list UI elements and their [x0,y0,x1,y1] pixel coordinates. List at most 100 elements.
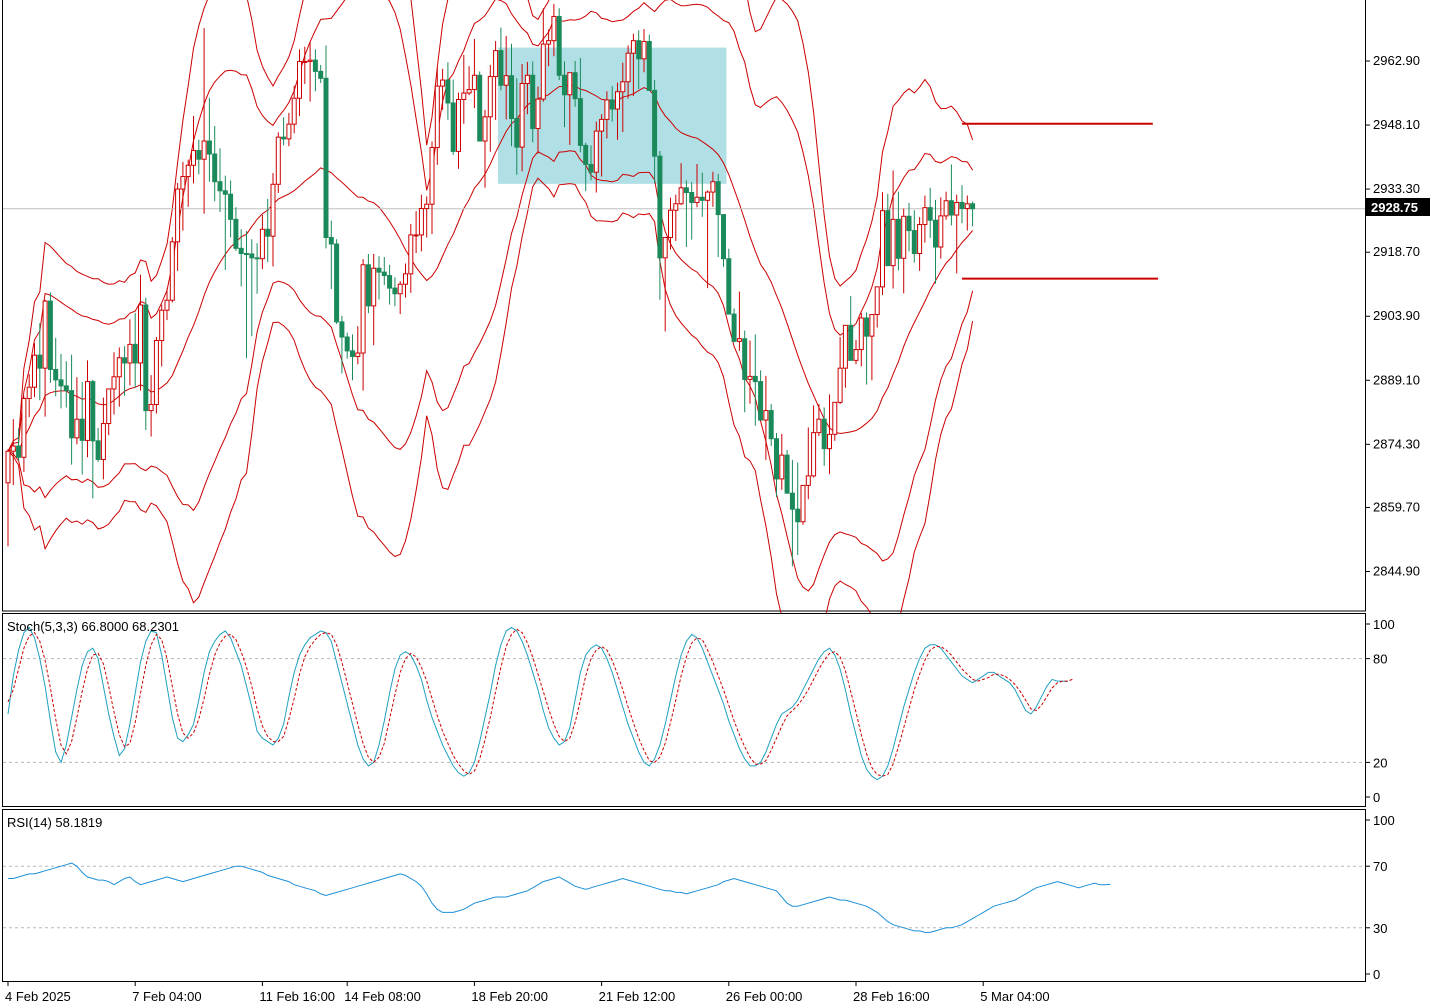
candle-body [647,42,651,91]
candle-body [859,318,863,350]
indicator-tick-label: 20 [1373,755,1387,770]
candle-body [875,287,879,315]
candle-body [197,151,201,160]
candle[interactable] [276,132,280,193]
candle[interactable] [722,215,726,267]
candle-body [727,259,731,314]
candle-body [229,194,233,219]
candle-body [356,353,360,356]
candle[interactable] [478,71,482,141]
price-tick-label: 2903.90 [1373,308,1420,323]
candle-body [382,272,386,275]
indicator-tick-label: 30 [1373,921,1387,936]
candle-body [658,156,662,258]
candle[interactable] [727,249,731,315]
candle-body [213,154,217,182]
candle-body [472,75,476,89]
candle-body [674,204,678,210]
candle-body [117,358,121,377]
candle-body [48,301,52,369]
candle-body [467,90,471,93]
candle-body [319,71,323,78]
candle-body [759,382,763,421]
candle-body [202,141,206,159]
last-price-tag: 2928.75 [1366,198,1430,216]
candle[interactable] [801,485,805,524]
candle-body [91,382,95,441]
candle[interactable] [144,298,148,430]
time-tick-label: 11 Feb 16:00 [259,989,335,1003]
candle-body [441,80,445,86]
candle[interactable] [647,35,651,91]
candle-body [123,358,127,363]
candle-body [902,216,906,258]
candle-body [499,51,503,86]
candle-body [679,188,683,204]
candle-body [488,77,492,117]
candle-body [377,268,381,272]
candle-body [737,339,741,342]
candle-body [64,386,68,391]
candle-body [483,117,487,141]
candle-body [234,219,238,248]
rsi-axis: 10070300 [1365,813,1395,982]
price-tick-label: 2948.10 [1373,117,1420,132]
time-tick-label: 7 Feb 04:00 [132,989,201,1003]
candle-body [245,254,249,255]
candle[interactable] [785,450,789,493]
candle[interactable] [335,239,339,324]
candle-body [907,216,911,230]
candle-body [706,192,710,200]
candle-body [435,86,439,147]
rsi-panel[interactable]: 10070300 RSI(14) 58.1819 [3,810,1395,983]
candle-body [292,98,296,124]
candle-body [17,446,21,457]
candle-body [107,389,111,424]
candle-body [960,202,964,208]
candle-body [372,268,376,306]
candle-body [700,197,704,200]
candle-body [149,405,153,411]
candle-body [340,322,344,337]
time-tick-label: 28 Feb 16:00 [853,989,930,1003]
candle-body [366,265,370,306]
candle[interactable] [557,8,561,80]
stochastic-panel[interactable]: 10080200 Stoch(5,3,3) 66.8000 68.2301 [3,614,1395,807]
candle-body [239,248,243,253]
candle-body [653,90,657,156]
candle-body [144,305,148,411]
candle-body [101,424,105,460]
candle-body [716,182,720,215]
candle-body [404,274,408,284]
candle-body [446,80,450,103]
candle-body [504,76,508,86]
candle-body [541,44,545,99]
candle-body [22,398,26,457]
candle-body [128,344,132,363]
candle-body [335,244,339,322]
candle[interactable] [154,337,158,414]
price-tick-label: 2889.10 [1373,372,1420,387]
candle-body [510,76,514,119]
candle-body [298,61,302,98]
candle-body [388,276,392,289]
candle-body [11,446,15,451]
candle[interactable] [48,292,52,382]
candle-body [557,16,561,75]
candle-body [54,369,58,379]
time-axis: 4 Feb 2025 7 Feb 04:00 11 Feb 16:00 14 Feb … [5,981,1050,1003]
candle-body [764,411,768,421]
candle-body [170,242,174,300]
candle-body [266,229,270,236]
candle-body [176,189,180,242]
candle-body [308,60,312,61]
candle-body [594,131,598,172]
candle-body [626,53,630,82]
candle-body [27,387,31,398]
main-panel[interactable]: 2962.902948.102933.302918.702903.902889.… [3,0,1431,696]
time-tick-label: 21 Feb 12:00 [599,989,676,1003]
candle-body [218,182,222,191]
candle[interactable] [170,237,174,302]
candle-body [112,377,116,389]
